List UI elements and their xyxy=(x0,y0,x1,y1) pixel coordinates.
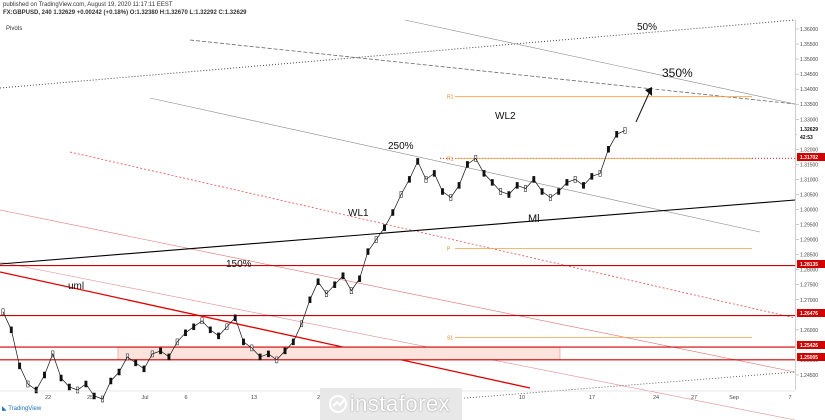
y-tick-label: 1.34500 xyxy=(800,72,818,78)
y-tick-label: 1.27500 xyxy=(800,283,818,289)
annotation-labels: 50% 350% WL2 250% WL1 Ml 150% uml xyxy=(68,22,693,292)
y-tick-label: 1.24500 xyxy=(800,373,818,379)
y-tick-label: 1.28500 xyxy=(800,253,818,259)
x-tick-label: 7 xyxy=(788,395,791,401)
y-tick-label: 1.30500 xyxy=(800,192,818,198)
price-tag-current xyxy=(797,125,825,133)
pivot-label-0: R1 xyxy=(447,95,454,101)
price-line xyxy=(2,130,626,400)
annotation-250-: 250% xyxy=(388,141,414,152)
trend-line-2 xyxy=(404,19,796,105)
trend-line-6 xyxy=(0,261,796,420)
y-tick-label: 1.29000 xyxy=(800,238,818,244)
price-series xyxy=(1,87,652,403)
price-tag-level xyxy=(797,341,825,349)
y-tick-label: 1.33000 xyxy=(800,117,818,123)
trend-line-0 xyxy=(0,19,796,89)
projection-arrowhead xyxy=(645,87,652,96)
y-tick-label: 1.35500 xyxy=(800,42,818,48)
y-tick-label: 1.32000 xyxy=(800,147,818,153)
watermark-text: instaforex xyxy=(349,391,451,416)
pivot-label-3: S1 xyxy=(447,335,453,341)
x-tick-label: 22 xyxy=(45,395,51,401)
price-axis[interactable]: 1.36000 1.35500 1.35000 1.34500 1.34000 1.335… xyxy=(795,20,825,390)
x-tick-label: 6 xyxy=(184,395,187,401)
annotation-wl2: WL2 xyxy=(495,111,516,122)
indicator-label: Pivots xyxy=(6,26,23,32)
price-tag-label: 1.25005 xyxy=(800,355,818,361)
x-tick-label: 10 xyxy=(519,395,525,401)
y-tick-label: 1.26000 xyxy=(800,328,818,334)
instaforex-logo-icon xyxy=(329,395,347,413)
price-tag-timer xyxy=(797,133,825,141)
y-tick-label: 1.28000 xyxy=(800,268,818,274)
x-tick-label: Sep xyxy=(729,395,739,401)
price-axis-ticks: 1.36000 1.35500 1.35000 1.34500 1.34000 1.335… xyxy=(796,27,825,379)
x-tick-label: 17 xyxy=(589,395,595,401)
y-tick-label: 1.27000 xyxy=(800,298,818,304)
price-tag-label: 1.26476 xyxy=(800,311,818,317)
support-zone xyxy=(117,346,561,361)
y-tick-label: 1.34000 xyxy=(800,87,818,93)
x-tick-label: 13 xyxy=(251,395,257,401)
x-tick-label: 25 xyxy=(87,395,93,401)
annotation-150-: 150% xyxy=(226,259,252,270)
tradingview-logo-icon: ◣ xyxy=(2,406,9,412)
trend-line-1 xyxy=(189,39,796,105)
annotation-50-: 50% xyxy=(637,22,657,33)
y-tick-label: 1.35000 xyxy=(800,57,818,63)
price-tag-label: 42:53 xyxy=(800,135,813,141)
x-tick-label: 27 xyxy=(691,395,697,401)
trend-line-8 xyxy=(0,199,796,265)
x-tick-label: 24 xyxy=(653,395,659,401)
pivot-label-2: P xyxy=(447,247,451,253)
published-note: published on TradingView.com, August 19,… xyxy=(3,2,173,8)
trend-line-4 xyxy=(69,151,796,319)
level-lines: R1 R1 P S1 xyxy=(0,95,795,361)
pitchfork-lines xyxy=(0,19,796,420)
y-tick-label: 1.31000 xyxy=(800,177,818,183)
annotation-350-: 350% xyxy=(662,66,693,80)
y-tick-label: 1.29500 xyxy=(800,223,818,229)
y-tick-label: 1.31500 xyxy=(800,162,818,168)
price-tag-label: 1.25426 xyxy=(800,343,818,349)
price-tag-level xyxy=(797,260,825,268)
annotation-wl1: WL1 xyxy=(348,208,369,219)
annotation-ml: Ml xyxy=(528,213,540,225)
trend-line-9 xyxy=(0,271,531,389)
instaforex-watermark: instaforex xyxy=(320,388,462,420)
trend-line-7 xyxy=(439,371,796,401)
price-tag-level xyxy=(797,309,825,317)
y-tick-label: 1.33500 xyxy=(800,102,818,108)
price-tag-level xyxy=(797,153,825,161)
y-tick-label: 1.30000 xyxy=(800,208,818,214)
trend-line-3 xyxy=(149,97,761,233)
pivot-label-1: R1 xyxy=(447,156,454,162)
x-tick-label: Jul xyxy=(141,395,148,401)
price-tag-label: 1.31702 xyxy=(800,155,818,161)
price-tag-label: 1.28135 xyxy=(800,262,818,268)
projection-arrow xyxy=(635,90,651,123)
y-tick-label: 1.36000 xyxy=(800,27,818,33)
annotation-uml: uml xyxy=(68,281,84,292)
price-tag-label: 1.32629 xyxy=(800,127,818,133)
trend-line-5 xyxy=(0,209,796,373)
price-tag-level xyxy=(797,353,825,361)
symbol-ohlc-line: FX:GBPUSD, 240 1.32629 +0.00242 (+0.18%)… xyxy=(3,10,247,16)
tradingview-logo[interactable]: ◣ TradingView xyxy=(2,406,42,412)
